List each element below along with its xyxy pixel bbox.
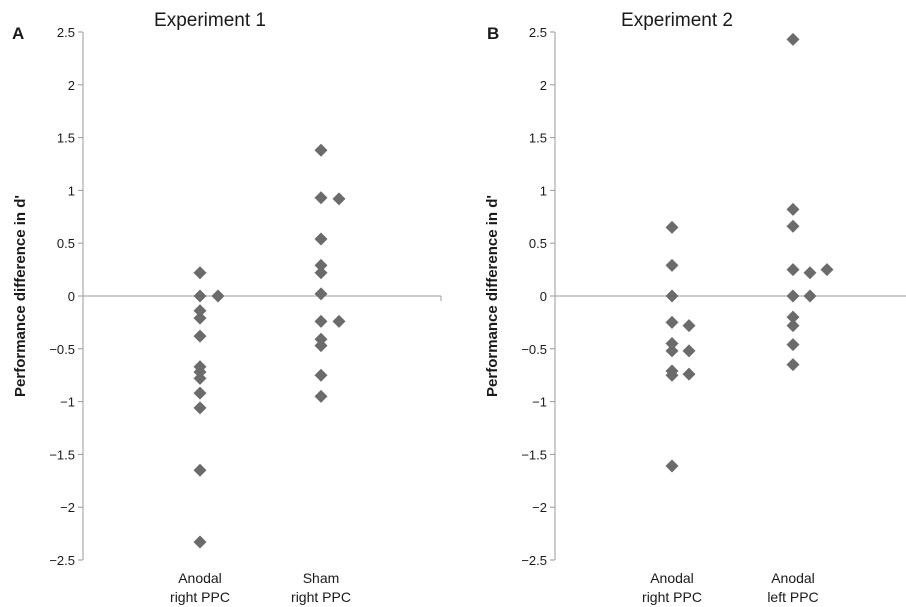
category-label-line1: Anodal xyxy=(650,570,694,586)
category-label-line1: Anodal xyxy=(178,570,222,586)
axes-b xyxy=(554,32,906,560)
y-tick-label: −2.5 xyxy=(521,553,547,568)
data-point-diamond xyxy=(332,314,346,328)
chart-panel-a: A Experiment 1 Performance difference in… xyxy=(12,10,442,605)
data-point-diamond xyxy=(786,338,800,352)
data-point-diamond xyxy=(193,535,207,549)
y-tick-label: −1.5 xyxy=(521,447,547,462)
y-tick-label: −1 xyxy=(532,395,547,410)
data-point-diamond xyxy=(193,289,207,303)
data-points-b xyxy=(665,32,834,473)
data-point-diamond xyxy=(665,315,679,329)
data-point-diamond xyxy=(314,314,328,328)
chart-title-a: Experiment 1 xyxy=(154,10,266,31)
y-ticks-b: 2.5 2 1.5 1 0.5 0 −0.5 −1 −1.5 −2 −2.5 xyxy=(521,25,555,568)
data-point-diamond xyxy=(314,232,328,246)
data-point-diamond xyxy=(211,289,225,303)
data-point-diamond xyxy=(820,263,834,277)
data-point-diamond xyxy=(193,463,207,477)
data-point-diamond xyxy=(314,258,328,272)
data-point-diamond xyxy=(314,389,328,403)
data-point-diamond xyxy=(803,266,817,280)
data-points-a xyxy=(193,143,346,549)
y-tick-label: −2.5 xyxy=(49,553,75,568)
data-point-diamond xyxy=(193,329,207,343)
data-point-diamond xyxy=(314,368,328,382)
data-point-diamond xyxy=(786,202,800,216)
data-point-diamond xyxy=(786,32,800,46)
data-point-diamond xyxy=(314,339,328,353)
data-point-diamond xyxy=(193,304,207,318)
data-point-diamond xyxy=(786,319,800,333)
y-tick-label: −0.5 xyxy=(49,342,75,357)
data-point-diamond xyxy=(332,192,346,206)
axes-a xyxy=(82,32,442,560)
data-point-diamond xyxy=(665,220,679,234)
data-point-diamond xyxy=(193,371,207,385)
y-tick-label: −1.5 xyxy=(49,447,75,462)
chart-title-b: Experiment 2 xyxy=(621,10,733,31)
y-axis-label-a: Performance difference in d' xyxy=(12,195,29,397)
y-tick-label: 0 xyxy=(540,289,547,304)
category-label-line2: right PPC xyxy=(170,589,230,605)
data-point-diamond xyxy=(786,310,800,324)
y-axis-label-b: Performance difference in d' xyxy=(484,195,501,397)
data-point-diamond xyxy=(193,401,207,415)
chart-panel-b: B Experiment 2 Performance difference in… xyxy=(484,10,906,605)
y-tick-label: 2.5 xyxy=(57,25,75,40)
y-tick-label: 1.5 xyxy=(57,131,75,146)
data-point-diamond xyxy=(193,311,207,325)
panel-letter-b: B xyxy=(487,24,499,43)
category-label-line1: Sham xyxy=(303,570,340,586)
y-tick-label: −2 xyxy=(532,500,547,515)
data-point-diamond xyxy=(193,386,207,400)
data-point-diamond xyxy=(665,459,679,473)
y-tick-label: 2 xyxy=(540,78,547,93)
data-point-diamond xyxy=(665,289,679,303)
y-ticks-a: 2.5 2 1.5 1 0.5 0 −0.5 −1 −1.5 −2 −2.5 xyxy=(49,25,83,568)
data-point-diamond xyxy=(665,258,679,272)
category-label-line1: Anodal xyxy=(771,570,815,586)
data-point-diamond xyxy=(314,191,328,205)
data-point-diamond xyxy=(193,266,207,280)
category-label-line2: right PPC xyxy=(291,589,351,605)
category-label-line2: left PPC xyxy=(767,589,818,605)
y-tick-label: 0.5 xyxy=(57,236,75,251)
data-point-diamond xyxy=(314,287,328,301)
data-point-diamond xyxy=(786,219,800,233)
y-tick-label: 1 xyxy=(540,183,547,198)
y-tick-label: −0.5 xyxy=(521,342,547,357)
data-point-diamond xyxy=(786,289,800,303)
data-point-diamond xyxy=(665,368,679,382)
data-point-diamond xyxy=(786,263,800,277)
y-tick-label: −2 xyxy=(60,500,75,515)
data-point-diamond xyxy=(682,344,696,358)
y-tick-label: −1 xyxy=(60,395,75,410)
y-tick-label: 2 xyxy=(68,78,75,93)
data-point-diamond xyxy=(682,367,696,381)
data-point-diamond xyxy=(665,337,679,351)
data-point-diamond xyxy=(314,143,328,157)
y-tick-label: 2.5 xyxy=(529,25,547,40)
y-tick-label: 1 xyxy=(68,183,75,198)
y-tick-label: 1.5 xyxy=(529,131,547,146)
data-point-diamond xyxy=(665,344,679,358)
data-point-diamond xyxy=(682,319,696,333)
y-tick-label: 0 xyxy=(68,289,75,304)
category-labels-a: Anodal right PPC Sham right PPC xyxy=(170,570,351,605)
category-label-line2: right PPC xyxy=(642,589,702,605)
data-point-diamond xyxy=(803,289,817,303)
data-point-diamond xyxy=(786,358,800,372)
data-point-diamond xyxy=(314,266,328,280)
y-tick-label: 0.5 xyxy=(529,236,547,251)
category-labels-b: Anodal right PPC Anodal left PPC xyxy=(642,570,819,605)
panel-letter-a: A xyxy=(12,24,24,43)
